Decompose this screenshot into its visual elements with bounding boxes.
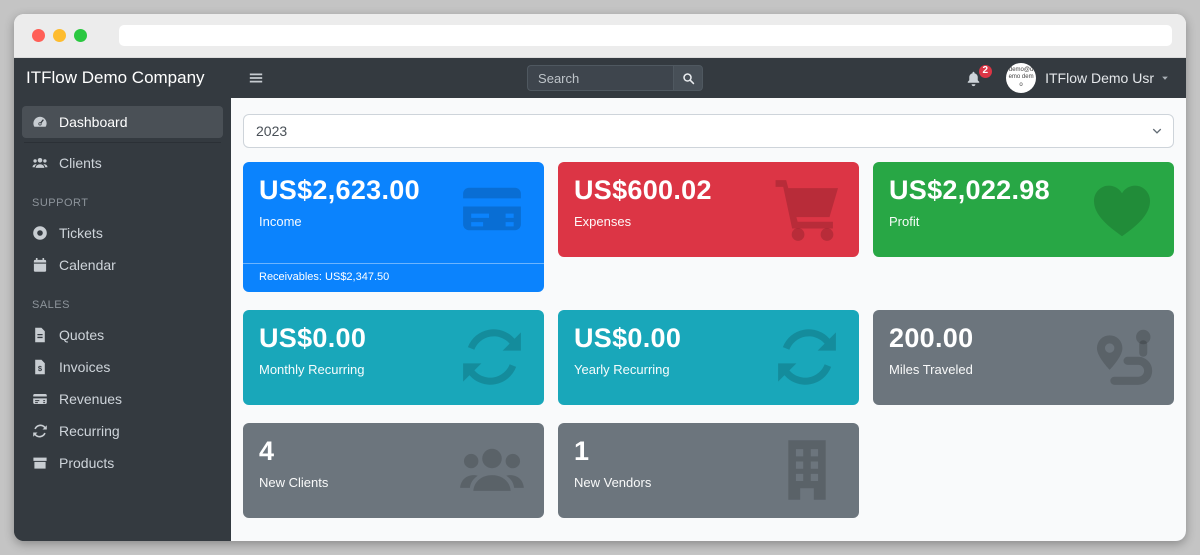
sidebar-item-label: Clients (59, 155, 102, 171)
monthly-recurring-value: US$0.00 (259, 323, 367, 353)
close-window-button[interactable] (32, 29, 45, 42)
sidebar-item-products[interactable]: Products (22, 447, 223, 479)
brand-title: ITFlow Demo Company (26, 68, 205, 87)
search-input[interactable] (527, 65, 674, 91)
yearly-recurring-label: Yearly Recurring (574, 362, 670, 378)
sync-icon (32, 423, 48, 439)
new-clients-value: 4 (259, 436, 275, 466)
calendar-icon (32, 257, 48, 273)
miles-traveled-label: Miles Traveled (889, 362, 973, 378)
sidebar-item-label: Calendar (59, 257, 116, 273)
credit-card-icon (32, 391, 48, 407)
miles-traveled-value: 200.00 (889, 323, 974, 353)
notification-badge: 2 (978, 64, 993, 78)
hamburger-menu-icon[interactable] (247, 69, 265, 87)
search-button[interactable] (673, 65, 704, 91)
dashboard-content: 2023 US$2,623.00 Income Receivables: US$… (231, 98, 1186, 541)
app-shell: ITFlow Demo Company Dashboard Clients SU… (14, 58, 1186, 541)
new-vendors-label: New Vendors (574, 475, 652, 491)
stat-cards-grid: US$2,623.00 Income Receivables: US$2,347… (243, 162, 1174, 518)
sidebar-item-invoices[interactable]: Invoices (22, 351, 223, 383)
sidebar-item-revenues[interactable]: Revenues (22, 383, 223, 415)
expenses-label: Expenses (574, 214, 632, 230)
profit-label: Profit (889, 214, 920, 230)
minimize-window-button[interactable] (53, 29, 66, 42)
sidebar-item-label: Products (59, 455, 115, 471)
sidebar-item-clients[interactable]: Clients (22, 147, 223, 179)
caret-down-icon (1160, 73, 1170, 83)
top-navbar: 2 demo@demo demo ITFlow Demo Usr (231, 58, 1186, 98)
url-bar[interactable] (119, 25, 1172, 46)
maximize-window-button[interactable] (74, 29, 87, 42)
income-value: US$2,623.00 (259, 175, 420, 205)
new-vendors-value: 1 (574, 436, 590, 466)
sidebar-item-label: Invoices (59, 359, 111, 375)
file-invoice-dollar-icon (32, 359, 48, 375)
sidebar-item-dashboard[interactable]: Dashboard (22, 106, 223, 138)
menu-divider (24, 142, 221, 143)
new-clients-card: 4 New Clients (243, 423, 544, 518)
new-vendors-card: 1 New Vendors (558, 423, 859, 518)
yearly-recurring-card: US$0.00 Yearly Recurring (558, 310, 859, 405)
sidebar-section-sales: SALES (32, 299, 70, 311)
monthly-recurring-label: Monthly Recurring (259, 362, 365, 378)
sidebar-item-label: Tickets (59, 225, 103, 241)
browser-window: ITFlow Demo Company Dashboard Clients SU… (14, 14, 1186, 541)
sidebar-item-quotes[interactable]: Quotes (22, 319, 223, 351)
yearly-recurring-value: US$0.00 (574, 323, 682, 353)
income-label: Income (259, 214, 302, 230)
sidebar-item-label: Dashboard (59, 114, 128, 130)
profit-value: US$2,022.98 (889, 175, 1050, 205)
new-clients-label: New Clients (259, 475, 329, 491)
sidebar-item-label: Recurring (59, 423, 120, 439)
sidebar: ITFlow Demo Company Dashboard Clients SU… (14, 58, 231, 541)
sidebar-item-label: Revenues (59, 391, 123, 407)
monthly-recurring-card: US$0.00 Monthly Recurring (243, 310, 544, 405)
avatar: demo@demo demo (1006, 63, 1037, 93)
search-group (527, 65, 704, 91)
sidebar-section-support: SUPPORT (32, 197, 89, 209)
year-select-wrap: 2023 (243, 114, 1174, 148)
sidebar-item-recurring[interactable]: Recurring (22, 415, 223, 447)
search-icon (682, 72, 695, 85)
users-icon (32, 155, 48, 171)
sidebar-item-tickets[interactable]: Tickets (22, 217, 223, 249)
notifications-button[interactable]: 2 (965, 64, 993, 87)
file-lines-icon (32, 327, 48, 343)
life-ring-icon (32, 225, 48, 241)
tachometer-icon (32, 114, 48, 130)
navbar-right: 2 demo@demo demo ITFlow Demo Usr (965, 63, 1170, 93)
sidebar-item-calendar[interactable]: Calendar (22, 249, 223, 281)
browser-chrome (14, 14, 1186, 58)
year-select[interactable]: 2023 (243, 114, 1174, 148)
sidebar-menu: Dashboard Clients SUPPORT Tickets Calend… (14, 98, 231, 479)
income-receivables: Receivables: US$2,347.50 (243, 263, 544, 292)
income-card: US$2,623.00 Income Receivables: US$2,347… (243, 162, 544, 292)
expenses-card: US$600.02 Expenses (558, 162, 859, 257)
profit-card: US$2,022.98 Profit (873, 162, 1174, 257)
main-column: 2 demo@demo demo ITFlow Demo Usr 2023 (231, 58, 1186, 541)
sidebar-item-label: Quotes (59, 327, 105, 343)
expenses-value: US$600.02 (574, 175, 712, 205)
miles-traveled-card: 200.00 Miles Traveled (873, 310, 1174, 405)
user-menu[interactable]: demo@demo demo ITFlow Demo Usr (1006, 63, 1170, 93)
user-name: ITFlow Demo Usr (1045, 70, 1154, 86)
box-icon (32, 455, 48, 471)
